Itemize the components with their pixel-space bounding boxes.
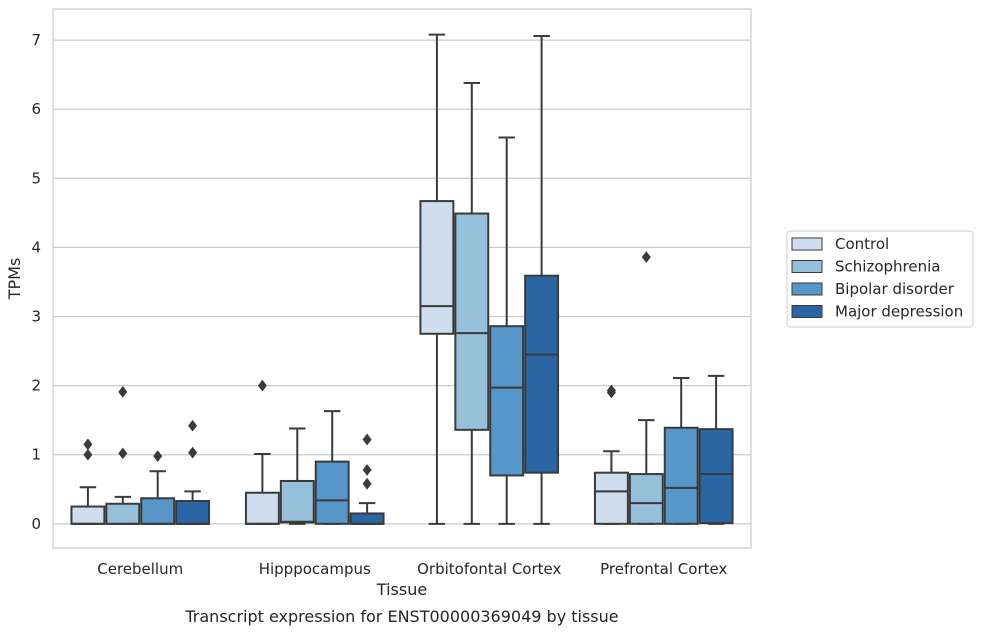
box-body <box>698 428 734 525</box>
outlier-point <box>118 447 128 460</box>
box-body <box>524 274 560 474</box>
box-body <box>244 491 280 525</box>
box-major-depression-hipppocampus <box>349 433 385 525</box>
box-body <box>349 512 385 525</box>
outlier-point <box>362 433 372 446</box>
y-axis-ticks: 0 1 2 3 4 5 6 7 <box>31 31 41 533</box>
box-body <box>454 212 490 431</box>
legend-frame <box>786 230 974 328</box>
box-body <box>279 479 315 524</box>
legend-swatch <box>791 237 823 251</box>
y-axis-label: TPMs <box>5 258 24 301</box>
legend-label: Major depression <box>835 303 963 321</box>
y-tick-label: 2 <box>31 377 41 395</box>
y-tick-label: 1 <box>31 446 41 464</box>
outlier-point <box>188 419 198 432</box>
legend-item-bipolar-disorder: Bipolar disorder <box>791 280 955 298</box>
legend: Control Schizophrenia Bipolar disorder Majo… <box>786 230 974 328</box>
legend-item-schizophrenia: Schizophrenia <box>791 258 940 276</box>
box-body <box>419 200 455 335</box>
y-tick-label: 4 <box>31 238 41 256</box>
legend-label: Bipolar disorder <box>835 280 955 298</box>
box-major-depression-cerebellum <box>175 419 211 525</box>
outlier-point <box>606 384 616 397</box>
box-bipolar-disorder-cerebellum <box>140 450 176 525</box>
x-axis-ticks: Cerebellum Hipppocampus Orbitofontal Corte… <box>97 560 727 578</box>
y-tick-label: 5 <box>31 169 41 187</box>
box-schizophrenia-prefrontal-cortex <box>628 251 664 525</box>
y-tick-label: 0 <box>31 515 41 533</box>
box-control-orbitofontal-cortex <box>419 33 455 525</box>
y-tick-label: 6 <box>31 100 41 118</box>
x-axis-label: Tissue <box>376 580 427 599</box>
box-body <box>593 471 629 525</box>
y-tick-label: 3 <box>31 308 41 326</box>
box-schizophrenia-cerebellum <box>105 385 141 525</box>
box-control-cerebellum <box>70 438 106 525</box>
box-body <box>489 325 525 477</box>
legend-item-major-depression: Major depression <box>791 303 963 321</box>
x-tick-label: Prefrontal Cortex <box>600 560 727 578</box>
grid-lines <box>53 39 751 525</box>
box-body <box>70 505 106 525</box>
legend-swatch <box>791 282 823 296</box>
chart-caption: Transcript expression for ENST0000036904… <box>184 607 618 626</box>
box-control-prefrontal-cortex <box>593 384 629 525</box>
box-schizophrenia-orbitofontal-cortex <box>454 81 490 525</box>
outlier-point <box>153 450 163 462</box>
outlier-point <box>641 251 651 263</box>
legend-label: Control <box>835 235 889 253</box>
legend-label: Schizophrenia <box>835 258 940 276</box>
outlier-point <box>83 438 93 451</box>
box-body <box>314 460 350 525</box>
legend-item-control: Control <box>791 235 889 253</box>
box-body <box>175 500 211 525</box>
box-plots <box>70 33 734 525</box>
box-body <box>140 497 176 525</box>
box-bipolar-disorder-orbitofontal-cortex <box>489 136 525 525</box>
legend-swatch <box>791 305 823 318</box>
box-bipolar-disorder-hipppocampus <box>314 410 350 525</box>
box-schizophrenia-hipppocampus <box>279 427 315 525</box>
outlier-point <box>362 464 372 476</box>
box-bipolar-disorder-prefrontal-cortex <box>663 377 699 525</box>
box-control-hipppocampus <box>244 379 280 525</box>
box-major-depression-prefrontal-cortex <box>698 374 734 525</box>
box-body <box>663 426 699 525</box>
x-tick-label: Orbitofontal Cortex <box>417 560 561 578</box>
y-tick-label: 7 <box>31 31 41 49</box>
outlier-point <box>362 477 372 490</box>
outlier-point <box>83 448 93 461</box>
plot-frame <box>52 8 752 549</box>
outlier-point <box>118 385 128 398</box>
x-tick-label: Cerebellum <box>97 560 183 578</box>
box-body <box>105 502 141 525</box>
box-major-depression-orbitofontal-cortex <box>524 34 560 525</box>
x-tick-label: Hipppocampus <box>259 560 371 578</box>
outlier-point <box>257 379 267 392</box>
legend-swatch <box>791 260 823 273</box>
box-body <box>628 473 664 525</box>
outlier-point <box>188 446 198 459</box>
